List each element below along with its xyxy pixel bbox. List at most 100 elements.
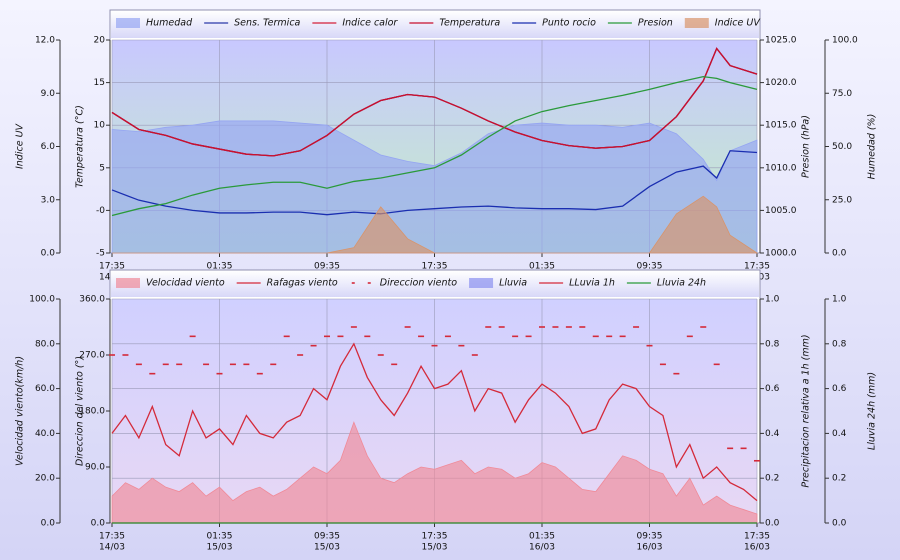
y-axis-title: Lluvia 24h (mm) (867, 372, 878, 450)
direction-dot (391, 363, 398, 366)
line-series (111, 342, 758, 502)
direction-dot (176, 363, 183, 366)
y-axis-title: Precipitacion relativa a 1h (mm) (801, 334, 812, 487)
y-tick-label: 12.0 (35, 36, 55, 46)
x-tick-label: 01:35 (529, 262, 555, 272)
direction-dot (565, 326, 572, 328)
direction-dot (377, 354, 384, 356)
y-tick-label: 1010.0 (765, 163, 797, 173)
direction-dot (579, 326, 586, 328)
direction-dot (162, 363, 169, 366)
y-tick-label: -5 (96, 249, 105, 259)
y-tick-label: 180.0 (79, 407, 105, 417)
y-tick-label: -0 (96, 206, 105, 216)
y-tick-label: 1.0 (832, 295, 847, 305)
direction-dot (270, 363, 277, 366)
y-tick-label: 0.6 (832, 384, 847, 394)
direction-dot (444, 335, 451, 338)
legend-label: Lluvia 24h (657, 278, 706, 289)
legend-label: Direccion viento (380, 278, 457, 289)
x-tick-label: 17:35 (422, 262, 448, 272)
direction-dot (229, 363, 236, 366)
x-tick-label: 17:35 (422, 532, 448, 542)
legend-label: Velocidad viento (146, 278, 225, 289)
y-tick-label: 5 (99, 163, 105, 173)
y-tick-label: 90.0 (85, 463, 105, 473)
legend-label: Lluvia (499, 278, 527, 289)
legend-label: LLuvia 1h (569, 278, 615, 289)
x-tick-date: 15/03 (422, 543, 448, 553)
y-tick-label: 10 (94, 121, 106, 131)
x-tick-date: 16/03 (529, 543, 555, 553)
x-tick-label: 09:35 (314, 262, 340, 272)
direction-dot (364, 335, 371, 338)
legend-swatch (116, 18, 140, 28)
x-tick-label: 01:35 (207, 262, 233, 272)
direction-dot (740, 447, 747, 450)
direction-dot (297, 354, 304, 356)
line-series (111, 47, 758, 157)
x-tick-label: 09:35 (314, 532, 340, 542)
direction-dot (216, 372, 223, 375)
x-tick-date: 15/03 (314, 543, 340, 553)
y-tick-label: 1025.0 (765, 36, 797, 46)
x-tick-date: 16/03 (637, 543, 663, 553)
direction-dot (619, 335, 626, 338)
y-tick-label: 9.0 (41, 89, 56, 99)
legend-band (111, 271, 759, 297)
y-tick-label: 0.4 (832, 429, 847, 439)
x-tick-date: 15/03 (207, 543, 233, 553)
x-tick-label: 17:35 (744, 532, 770, 542)
direction-dot (243, 363, 250, 366)
y-tick-label: 25.0 (832, 195, 852, 205)
y-tick-label: 360.0 (79, 295, 105, 305)
x-tick-label: 01:35 (207, 532, 233, 542)
legend-swatch (684, 18, 709, 28)
direction-dot (646, 344, 653, 347)
direction-dot (283, 335, 290, 338)
area-series (111, 421, 758, 524)
legend-band (111, 11, 759, 38)
direction-dot (109, 354, 115, 356)
direction-dot (189, 335, 196, 338)
y-tick-label: 0.6 (765, 384, 780, 394)
direction-dot (606, 335, 613, 338)
direction-dot (337, 335, 344, 338)
direction-dot (592, 335, 599, 338)
direction-dot (498, 326, 505, 328)
y-tick-label: 0.0 (41, 519, 56, 529)
y-tick-label: 60.0 (35, 384, 55, 394)
y-tick-label: 50.0 (832, 142, 852, 152)
y-axis-title: Velocidad viento(km/h) (15, 356, 26, 466)
y-tick-label: 1005.0 (765, 206, 797, 216)
direction-dot (431, 344, 438, 347)
y-tick-label: 0.0 (765, 519, 780, 529)
y-tick-label: 80.0 (35, 339, 55, 349)
direction-dot (713, 363, 720, 366)
y-tick-label: 3.0 (41, 195, 56, 205)
y-tick-label: 1000.0 (765, 249, 797, 259)
y-tick-label: 270.0 (79, 351, 105, 361)
direction-dot (525, 335, 532, 338)
y-tick-label: 0.0 (41, 249, 56, 259)
direction-dot (324, 335, 330, 338)
x-tick-label: 09:35 (637, 262, 663, 272)
legend-label: Presion (638, 18, 673, 29)
direction-dot (633, 326, 640, 328)
y-tick-label: 100.0 (832, 36, 858, 46)
y-tick-label: 1.0 (765, 295, 780, 305)
y-tick-label: 0.2 (832, 474, 846, 484)
y-tick-label: 0.0 (91, 519, 106, 529)
direction-dot (552, 326, 559, 328)
y-tick-label: 100.0 (29, 295, 55, 305)
legend-label: Indice UV (715, 18, 762, 29)
y-axis-title: Humedad (%) (867, 114, 878, 180)
y-tick-label: 20.0 (35, 474, 55, 484)
x-tick-label: 17:35 (744, 262, 770, 272)
direction-dot (659, 363, 666, 366)
y-tick-label: 40.0 (35, 429, 55, 439)
legend-swatch (469, 278, 494, 288)
x-tick-date: 16/03 (744, 543, 770, 553)
y-tick-label: 1020.0 (765, 78, 797, 88)
